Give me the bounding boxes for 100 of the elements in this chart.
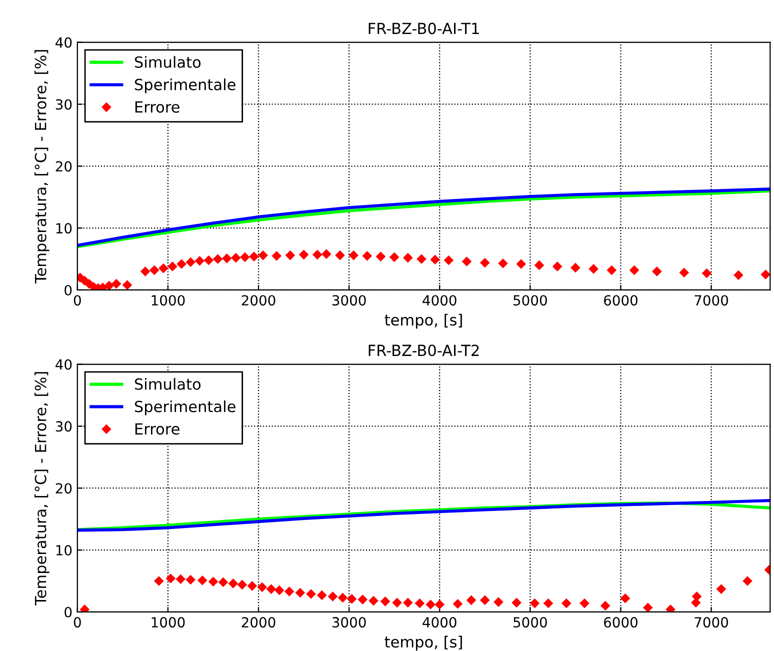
point	[392, 598, 402, 608]
point	[286, 250, 295, 260]
point	[186, 575, 196, 584]
point	[716, 584, 726, 594]
y-tick-label: 10	[56, 544, 72, 556]
point	[213, 254, 222, 264]
point	[284, 586, 294, 596]
point	[426, 600, 436, 610]
y-axis-title: Temperatura, [°C] - Errore, [%]	[34, 372, 50, 606]
legend-label: Simulato	[134, 56, 201, 68]
point	[666, 604, 676, 612]
point	[150, 266, 159, 275]
point	[335, 250, 345, 260]
point	[380, 596, 390, 606]
point	[176, 574, 186, 584]
x-tick-label: 6000	[604, 295, 638, 306]
point	[248, 581, 257, 591]
x-tick-label: 7000	[694, 617, 728, 628]
point	[530, 598, 540, 608]
x-tick-label: 6000	[604, 617, 638, 628]
x-axis-title: tempo, [s]	[384, 636, 462, 651]
point	[104, 281, 114, 290]
x-tick-label: 1000	[152, 617, 185, 628]
y-tick-label: 0	[64, 284, 72, 296]
point	[80, 604, 90, 612]
point	[742, 576, 752, 586]
point	[390, 252, 399, 262]
point	[198, 576, 207, 585]
y-tick-label: 20	[56, 483, 72, 494]
point	[208, 576, 218, 586]
point	[480, 596, 490, 605]
y-axis-title: Temperatura, [°C] - Errore, [%]	[34, 50, 50, 284]
point	[222, 254, 232, 264]
x-tick-label: 5000	[514, 617, 547, 628]
point	[166, 574, 176, 584]
point	[444, 256, 454, 265]
chart-title: FR-BZ-B0-AI-T2	[368, 344, 479, 356]
y-tick-label: 0	[64, 606, 72, 618]
point	[249, 252, 259, 262]
point	[562, 598, 572, 608]
point	[347, 594, 356, 604]
point	[552, 262, 562, 272]
point	[534, 260, 544, 270]
legend-label: Sperimentale	[134, 400, 236, 416]
point	[312, 250, 322, 260]
point	[416, 254, 426, 264]
point	[462, 256, 472, 266]
point	[368, 596, 378, 606]
point	[430, 255, 440, 264]
point	[588, 264, 598, 274]
point	[272, 251, 282, 261]
x-tick-label: 3000	[332, 617, 366, 628]
y-tick-label: 40	[56, 37, 72, 48]
y-tick-label: 40	[56, 359, 72, 370]
legend-label: Simulato	[134, 378, 201, 390]
point	[434, 600, 444, 610]
point	[296, 588, 305, 598]
point	[403, 253, 413, 262]
point	[760, 270, 770, 280]
point	[403, 598, 413, 608]
point	[176, 259, 186, 269]
y-tick-label: 30	[56, 421, 72, 432]
x-tick-label: 0	[74, 617, 81, 628]
legend-label: Errore	[135, 423, 180, 435]
point	[607, 266, 616, 275]
point	[195, 256, 204, 266]
point	[376, 252, 386, 262]
legend-label: Errore	[135, 101, 180, 113]
point	[512, 598, 522, 608]
point	[266, 584, 276, 594]
point	[358, 594, 368, 604]
point	[494, 597, 504, 607]
point	[620, 594, 630, 603]
point	[299, 250, 308, 260]
point	[580, 598, 590, 608]
point	[218, 578, 228, 587]
point	[238, 580, 247, 590]
point	[154, 576, 164, 586]
point	[274, 586, 284, 595]
point	[466, 596, 476, 605]
point	[338, 593, 348, 602]
point	[328, 592, 338, 602]
x-tick-label: 4000	[422, 295, 456, 306]
point	[734, 270, 744, 280]
point	[140, 266, 150, 276]
point	[306, 589, 316, 599]
point	[240, 252, 250, 262]
point	[692, 592, 702, 602]
point	[544, 598, 553, 608]
point	[317, 590, 327, 600]
point	[702, 268, 712, 278]
x-tick-label: 1000	[152, 295, 185, 306]
point	[453, 599, 462, 609]
point	[158, 264, 168, 273]
y-tick-label: 30	[56, 99, 72, 110]
x-tick-label: 4000	[422, 617, 456, 628]
y-tick-label: 10	[56, 223, 72, 234]
point	[643, 602, 653, 612]
point	[630, 266, 639, 275]
point	[122, 280, 132, 290]
